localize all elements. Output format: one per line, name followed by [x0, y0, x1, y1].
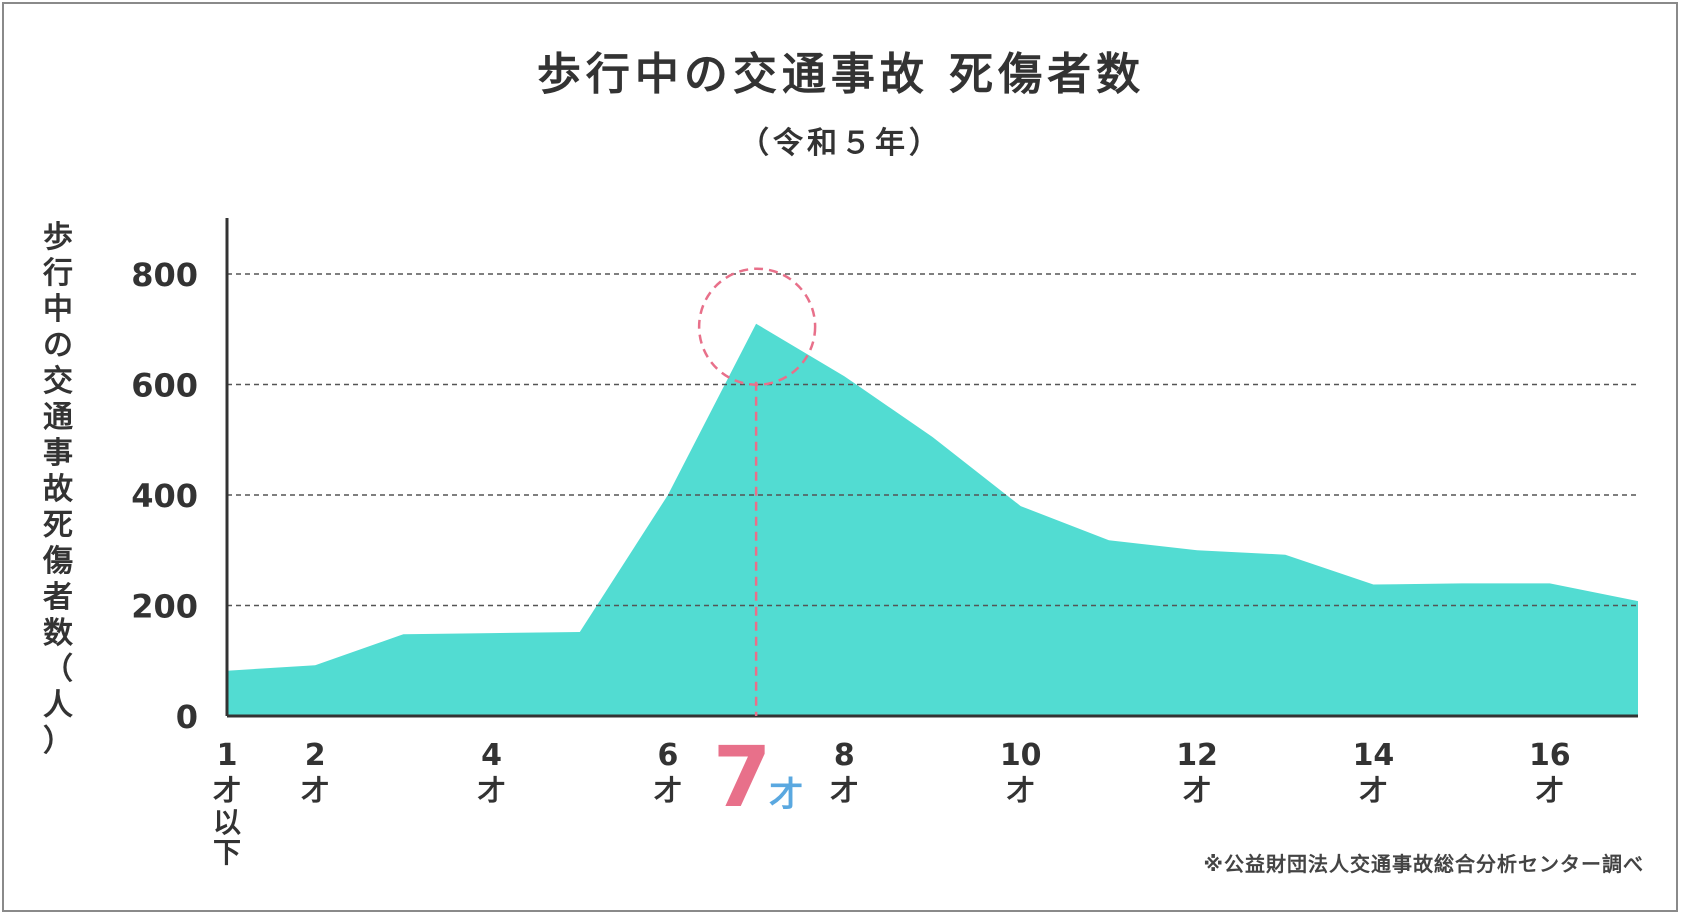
x-tick-label: 14 — [1353, 738, 1395, 773]
y-tick-label: 0 — [176, 698, 198, 736]
y-axis-label-char: 数 — [43, 616, 73, 651]
x-tick-unit: 才 — [1183, 774, 1211, 807]
x-tick-label: 16 — [1529, 738, 1571, 773]
x-tick-unit: 才 — [1536, 774, 1564, 807]
x-tick-unit: 才 — [478, 774, 506, 807]
highlight-label: 7 — [713, 728, 771, 826]
y-axis-label-char: （ — [43, 652, 73, 687]
x-tick-extra: 以 — [213, 806, 241, 839]
y-tick-label: 600 — [131, 367, 198, 405]
x-tick-unit: 才 — [301, 774, 329, 807]
y-tick-label: 200 — [131, 588, 198, 626]
highlight-unit: 才 — [769, 775, 803, 815]
y-tick-label: 800 — [131, 256, 198, 294]
y-axis-label-char: 故 — [43, 472, 73, 507]
series-area — [227, 323, 1638, 716]
y-axis-label-char: 事 — [43, 436, 73, 471]
x-tick-label: 8 — [834, 738, 855, 773]
y-axis-label-char: 行 — [43, 256, 73, 291]
highlight-dashed-circle — [697, 267, 817, 386]
y-axis-label-char: 中 — [43, 292, 73, 327]
x-tick-unit: 才 — [1359, 774, 1387, 807]
y-axis-label-char: 交 — [43, 364, 73, 399]
y-axis-label: 歩行中の交通事故死傷者数（人） — [38, 220, 78, 760]
y-axis-label-char: の — [43, 328, 73, 363]
y-axis-label-char: ） — [43, 724, 73, 759]
x-tick-label: 10 — [1000, 738, 1042, 773]
y-axis-label-char: 歩 — [43, 220, 73, 255]
x-tick-label: 1 — [217, 738, 238, 773]
y-axis-label-char: 人 — [43, 688, 73, 723]
x-tick-extra: 下 — [213, 836, 241, 869]
chart-title: 歩行中の交通事故 死傷者数 — [536, 49, 1146, 100]
y-tick-label: 400 — [131, 477, 198, 515]
x-tick-label: 12 — [1176, 738, 1218, 773]
x-tick-unit: 才 — [830, 774, 858, 807]
y-axis-label-char: 死 — [43, 508, 73, 543]
x-tick-label: 4 — [481, 738, 502, 773]
x-tick-label: 2 — [305, 738, 326, 773]
y-axis-label-char: 者 — [43, 580, 73, 615]
x-tick-unit: 才 — [654, 774, 682, 807]
source-note: ※公益財団法人交通事故総合分析センター調べ — [1203, 852, 1644, 876]
y-axis-label-char: 通 — [43, 400, 73, 435]
x-tick-unit: 才 — [213, 774, 241, 807]
chart-subtitle: （令和５年） — [739, 126, 943, 161]
y-axis-label-char: 傷 — [43, 544, 73, 579]
x-tick-label: 6 — [658, 738, 679, 773]
x-tick-unit: 才 — [1007, 774, 1035, 807]
